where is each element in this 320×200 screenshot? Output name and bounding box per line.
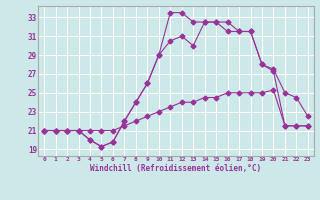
X-axis label: Windchill (Refroidissement éolien,°C): Windchill (Refroidissement éolien,°C) xyxy=(91,164,261,173)
